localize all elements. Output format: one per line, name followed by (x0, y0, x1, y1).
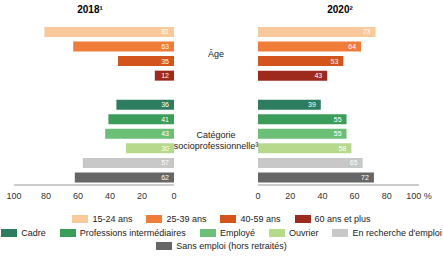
svg-text:80: 80 (382, 191, 392, 201)
svg-text:40: 40 (105, 191, 115, 201)
html-text:Âge: Âge (208, 48, 224, 59)
html-text:Catégorie socioprofessionnelle: Catégorie socioprofessionnelle³ (173, 130, 259, 152)
svg-text:43: 43 (314, 72, 322, 79)
html-text:40-59 ans: 40-59 ans (240, 214, 281, 224)
html-text:2020²: 2020² (327, 4, 353, 15)
svg-text:20: 20 (137, 191, 147, 201)
svg-text:73: 73 (363, 28, 371, 35)
svg-text:100: 100 (8, 191, 22, 201)
svg-text:39: 39 (308, 101, 316, 108)
svg-text:72: 72 (361, 174, 369, 181)
svg-text:64: 64 (348, 43, 356, 50)
svg-text:43: 43 (161, 130, 169, 137)
html-text:25-39 ans: 25-39 ans (166, 214, 207, 224)
html-text:Ouvrier: Ouvrier (288, 228, 319, 238)
svg-text:65: 65 (350, 159, 358, 166)
svg-text:57: 57 (161, 159, 169, 166)
svg-text:30: 30 (161, 145, 169, 152)
html-text:60 ans et plus: 60 ans et plus (314, 214, 371, 224)
svg-text:12: 12 (161, 72, 169, 79)
svg-text:58: 58 (339, 145, 347, 152)
svg-text:100 %: 100 % (406, 191, 432, 201)
svg-text:62: 62 (161, 174, 169, 181)
svg-text:53: 53 (331, 58, 339, 65)
svg-text:55: 55 (334, 130, 342, 137)
svg-text:35: 35 (161, 58, 169, 65)
html-text:Cadre: Cadre (21, 228, 46, 238)
svg-text:63: 63 (161, 43, 169, 50)
svg-text:55: 55 (334, 116, 342, 123)
html-text:Sans emploi (hors retraités): Sans emploi (hors retraités) (176, 241, 287, 251)
svg-text:80: 80 (41, 191, 51, 201)
svg-text:81: 81 (161, 28, 169, 35)
html-text:Professions intermédiaires: Professions intermédiaires (79, 228, 186, 238)
svg-text:60: 60 (350, 191, 360, 201)
html-text:2018¹: 2018¹ (77, 4, 103, 15)
svg-text:0: 0 (255, 191, 260, 201)
html-text:En recherche d'emploi: En recherche d'emploi (352, 228, 442, 238)
html-text:Employé: Employé (219, 228, 255, 238)
svg-text:41: 41 (161, 116, 169, 123)
html-text:15-24 ans: 15-24 ans (92, 214, 133, 224)
svg-text:0: 0 (171, 191, 176, 201)
svg-text:40: 40 (317, 191, 327, 201)
svg-text:60: 60 (73, 191, 83, 201)
svg-text:36: 36 (161, 101, 169, 108)
svg-text:20: 20 (285, 191, 295, 201)
